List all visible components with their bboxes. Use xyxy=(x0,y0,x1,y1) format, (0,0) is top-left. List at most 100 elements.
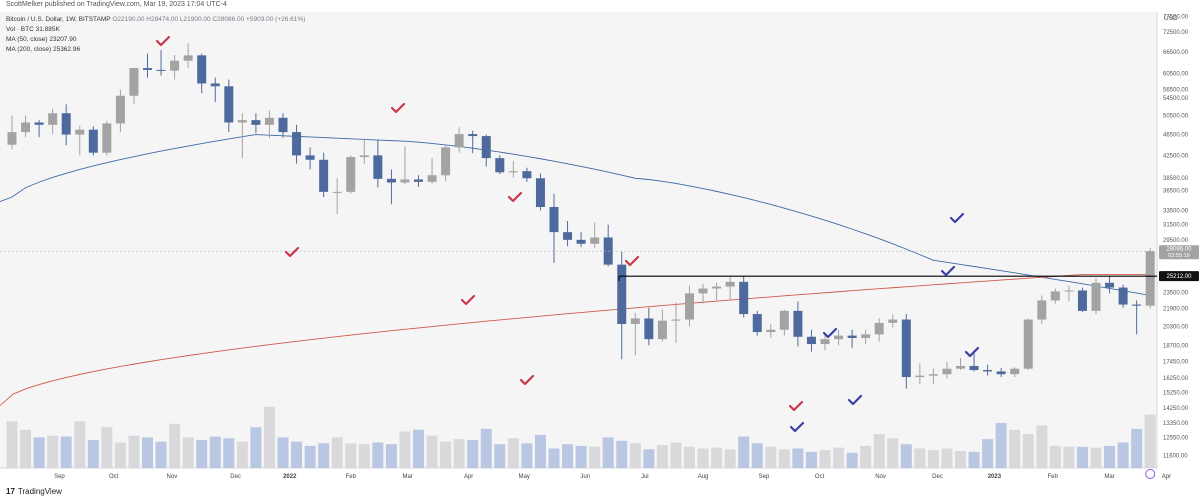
red-check-mark xyxy=(284,246,300,258)
volume-bar xyxy=(155,441,167,468)
volume-bar xyxy=(1104,445,1116,468)
candle-body xyxy=(793,310,803,337)
y-tick-label: 46500.00 xyxy=(1163,133,1189,139)
volume-bar xyxy=(1063,446,1075,468)
price-chart[interactable]: USD 11600.00 12550.00 13350.00 14250.00 15250… xyxy=(0,12,1200,483)
red-check-mark xyxy=(624,255,640,267)
candle-body xyxy=(576,239,586,244)
volume-bar xyxy=(1076,446,1088,468)
ohlc-values: O22190.00 H28474.00 L21900.00 C28086.00 … xyxy=(112,16,306,23)
candle-body xyxy=(427,175,437,182)
x-tick-label: Feb xyxy=(1047,474,1058,480)
volume-bar xyxy=(968,451,980,468)
candle-body xyxy=(34,122,44,125)
candle-body xyxy=(454,134,464,148)
ma200-line xyxy=(0,273,1152,407)
candle-body xyxy=(630,318,640,325)
candle-body xyxy=(1023,319,1033,369)
candle-body xyxy=(644,318,654,340)
candle-body xyxy=(956,365,965,369)
volume-bar xyxy=(318,443,330,468)
y-tick-label: 18700.00 xyxy=(1163,343,1189,349)
candle-body xyxy=(156,69,166,71)
volume-bar xyxy=(114,442,126,468)
candle-body xyxy=(739,281,749,315)
volume-bar xyxy=(792,448,804,468)
currency-label: USD xyxy=(1164,15,1178,22)
tradingview-brand: TradingView xyxy=(17,487,62,496)
candle-body xyxy=(874,322,884,335)
volume-bar xyxy=(385,444,397,468)
x-tick-label: Mar xyxy=(1104,474,1114,480)
volume-bar xyxy=(575,445,587,468)
y-tick-label: 36500.00 xyxy=(1163,189,1189,195)
tradingview-logo-icon: 17 xyxy=(6,487,15,496)
candle-body xyxy=(102,123,112,153)
volume-bar xyxy=(724,449,736,468)
y-tick-label: 16250.00 xyxy=(1163,376,1189,382)
blue-check-mark xyxy=(949,212,965,224)
x-tick-label: Apr xyxy=(464,474,473,480)
volume-bar xyxy=(440,441,452,468)
tradingview-logo[interactable]: 17 TradingView xyxy=(6,487,62,496)
y-tick-label: 42500.00 xyxy=(1163,153,1189,159)
candle-body xyxy=(698,288,708,294)
volume-bar xyxy=(467,439,479,468)
blue-check-mark xyxy=(789,421,805,433)
volume-bar xyxy=(507,438,519,468)
chart-legend: Bitcoin / U.S. Dollar, 1W, BITSTAMP O221… xyxy=(6,15,305,55)
volume-bar xyxy=(345,443,357,468)
candle-body xyxy=(1118,287,1128,305)
published-by-text: ScottMelker published on TradingView.com… xyxy=(6,1,227,8)
blue-check-mark xyxy=(847,394,863,406)
x-tick-label: Apr xyxy=(1162,474,1171,480)
candle-body xyxy=(657,320,667,340)
y-tick-label: 38500.00 xyxy=(1163,176,1189,182)
x-tick-label: 2023 xyxy=(988,474,1002,480)
symbol-name: Bitcoin / U.S. Dollar, 1W, BITSTAMP xyxy=(6,16,111,23)
x-tick-label: Oct xyxy=(109,474,119,480)
volume-bar xyxy=(291,441,303,468)
volume-bar xyxy=(6,421,18,468)
volume-bar xyxy=(358,444,370,468)
candle-body xyxy=(766,329,776,333)
candle-body xyxy=(441,147,451,176)
volume-bar xyxy=(1022,434,1034,468)
volume-bar xyxy=(887,438,899,468)
blue-check-mark xyxy=(822,327,838,339)
x-tick-label: May xyxy=(519,474,530,480)
last-price-badge xyxy=(1159,245,1199,260)
candle-body xyxy=(1050,291,1060,301)
volume-bar xyxy=(1009,429,1021,468)
volume-bar xyxy=(47,435,59,468)
candle-body xyxy=(847,335,857,338)
ma50-line xyxy=(0,134,1151,296)
candle-body xyxy=(264,117,274,125)
candle-body xyxy=(115,95,125,124)
volume-bar xyxy=(263,406,275,468)
candle-body xyxy=(1105,282,1115,288)
candle-body xyxy=(7,132,17,145)
x-tick-label: Aug xyxy=(698,474,709,480)
candle-body xyxy=(237,120,247,123)
red-check-mark xyxy=(390,102,406,114)
candle-body xyxy=(942,368,952,375)
legend-ma50: MA (50, close) 23207.90 xyxy=(6,36,77,43)
legend-symbol-row: Bitcoin / U.S. Dollar, 1W, BITSTAMP O221… xyxy=(6,15,305,25)
last-price-label: 28086.00 xyxy=(1166,247,1192,253)
candle-body xyxy=(969,365,979,371)
event-marker xyxy=(1145,469,1156,479)
x-tick-label: Feb xyxy=(346,474,357,480)
candle-body xyxy=(1037,300,1047,320)
volume-bar xyxy=(900,444,912,468)
candle-body xyxy=(508,171,518,173)
y-tick-label: 72500.00 xyxy=(1163,30,1189,36)
x-tick-label: Dec xyxy=(932,474,943,480)
candle-body xyxy=(332,191,342,193)
volume-bar xyxy=(209,436,221,468)
candle-body xyxy=(414,179,423,182)
candle-body xyxy=(224,86,234,123)
y-tick-label: 15250.00 xyxy=(1163,390,1189,396)
candle-body xyxy=(495,158,505,173)
volume-bar xyxy=(480,428,492,468)
